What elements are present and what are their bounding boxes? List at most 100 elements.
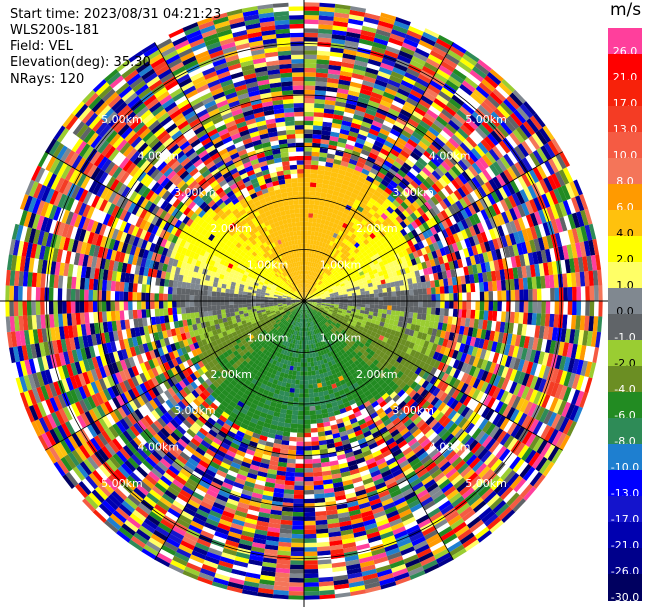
velocity-cell [364, 272, 370, 278]
velocity-cell [311, 449, 321, 455]
velocity-cell [342, 542, 357, 549]
velocity-cell [451, 316, 458, 326]
velocity-cell [349, 339, 356, 346]
velocity-cell [509, 456, 522, 470]
velocity-cell [400, 306, 406, 312]
velocity-cell [412, 147, 424, 158]
velocity-cell [359, 422, 368, 430]
velocity-cell [289, 573, 304, 579]
velocity-cell [380, 179, 390, 188]
velocity-cell [328, 266, 334, 272]
velocity-cell [395, 378, 404, 387]
velocity-cell [290, 423, 298, 429]
velocity-cell [407, 223, 415, 232]
velocity-cell [311, 321, 315, 326]
velocity-cell [305, 261, 309, 266]
velocity-cell [318, 259, 322, 265]
velocity-cell [266, 535, 280, 542]
velocity-cell [297, 424, 304, 429]
velocity-cell [316, 259, 320, 264]
velocity-cell [497, 290, 502, 301]
velocity-cell [356, 493, 368, 501]
velocity-cell [374, 375, 382, 383]
velocity-cell [365, 404, 374, 412]
velocity-cell [325, 505, 337, 511]
velocity-cell [343, 305, 348, 308]
velocity-cell [359, 88, 372, 96]
velocity-cell [304, 314, 306, 319]
velocity-cell [426, 287, 432, 295]
velocity-cell [360, 323, 366, 328]
velocity-cell [483, 490, 497, 504]
velocity-cell [399, 285, 405, 291]
velocity-cell [426, 109, 439, 120]
velocity-cell [316, 546, 331, 552]
velocity-cell [304, 23, 319, 29]
velocity-cell [431, 170, 442, 181]
velocity-cell [396, 231, 404, 239]
velocity-cell [414, 270, 421, 278]
velocity-cell [373, 556, 389, 565]
velocity-cell [405, 495, 419, 505]
velocity-cell [437, 556, 454, 568]
velocity-cell [477, 484, 491, 498]
velocity-cell [357, 418, 366, 426]
velocity-cell [455, 391, 464, 402]
velocity-cell [567, 357, 576, 373]
velocity-cell [443, 105, 457, 117]
velocity-cell [418, 224, 426, 233]
velocity-cell [355, 539, 369, 547]
velocity-cell [293, 335, 297, 340]
velocity-cell [338, 206, 346, 213]
velocity-cell [356, 433, 365, 441]
velocity-cell [304, 239, 308, 244]
velocity-cell [519, 483, 534, 499]
velocity-cell [562, 200, 572, 216]
velocity-cell [448, 471, 460, 483]
velocity-cell [304, 213, 309, 218]
velocity-cell [296, 432, 304, 438]
velocity-cell [316, 236, 322, 242]
velocity-cell [310, 339, 314, 345]
velocity-cell [413, 383, 422, 393]
velocity-cell [328, 221, 334, 228]
velocity-cell [234, 477, 246, 486]
velocity-cell [389, 221, 397, 229]
velocity-cell [332, 242, 337, 248]
velocity-cell [316, 338, 320, 343]
velocity-cell [322, 247, 328, 253]
velocity-cell [333, 583, 350, 590]
velocity-cell [332, 354, 337, 360]
velocity-cell [400, 256, 407, 264]
velocity-cell [519, 254, 526, 267]
velocity-cell [377, 288, 383, 294]
velocity-cell [296, 317, 299, 322]
velocity-cell [422, 288, 427, 295]
velocity-cell [489, 68, 504, 82]
velocity-cell [337, 277, 343, 282]
velocity-cell [363, 400, 372, 408]
velocity-cell [322, 318, 327, 323]
velocity-cell [384, 477, 396, 486]
velocity-cell [320, 350, 325, 356]
velocity-cell [540, 162, 551, 178]
velocity-cell [421, 239, 429, 248]
velocity-cell [566, 165, 577, 182]
velocity-cell [409, 295, 414, 301]
velocity-cell [353, 530, 367, 538]
velocity-cell [270, 383, 277, 389]
velocity-cell [418, 99, 431, 110]
velocity-cell [445, 511, 460, 523]
velocity-cell [317, 323, 321, 328]
velocity-cell [306, 243, 310, 249]
velocity-cell [360, 376, 368, 383]
velocity-cell [317, 301, 322, 303]
velocity-cell [480, 209, 489, 221]
velocity-cell [534, 211, 543, 225]
velocity-cell [321, 296, 326, 299]
velocity-cell [372, 281, 378, 287]
velocity-cell [404, 254, 411, 262]
velocity-cell [460, 275, 466, 285]
velocity-cell [500, 279, 507, 291]
velocity-cell [395, 348, 402, 356]
